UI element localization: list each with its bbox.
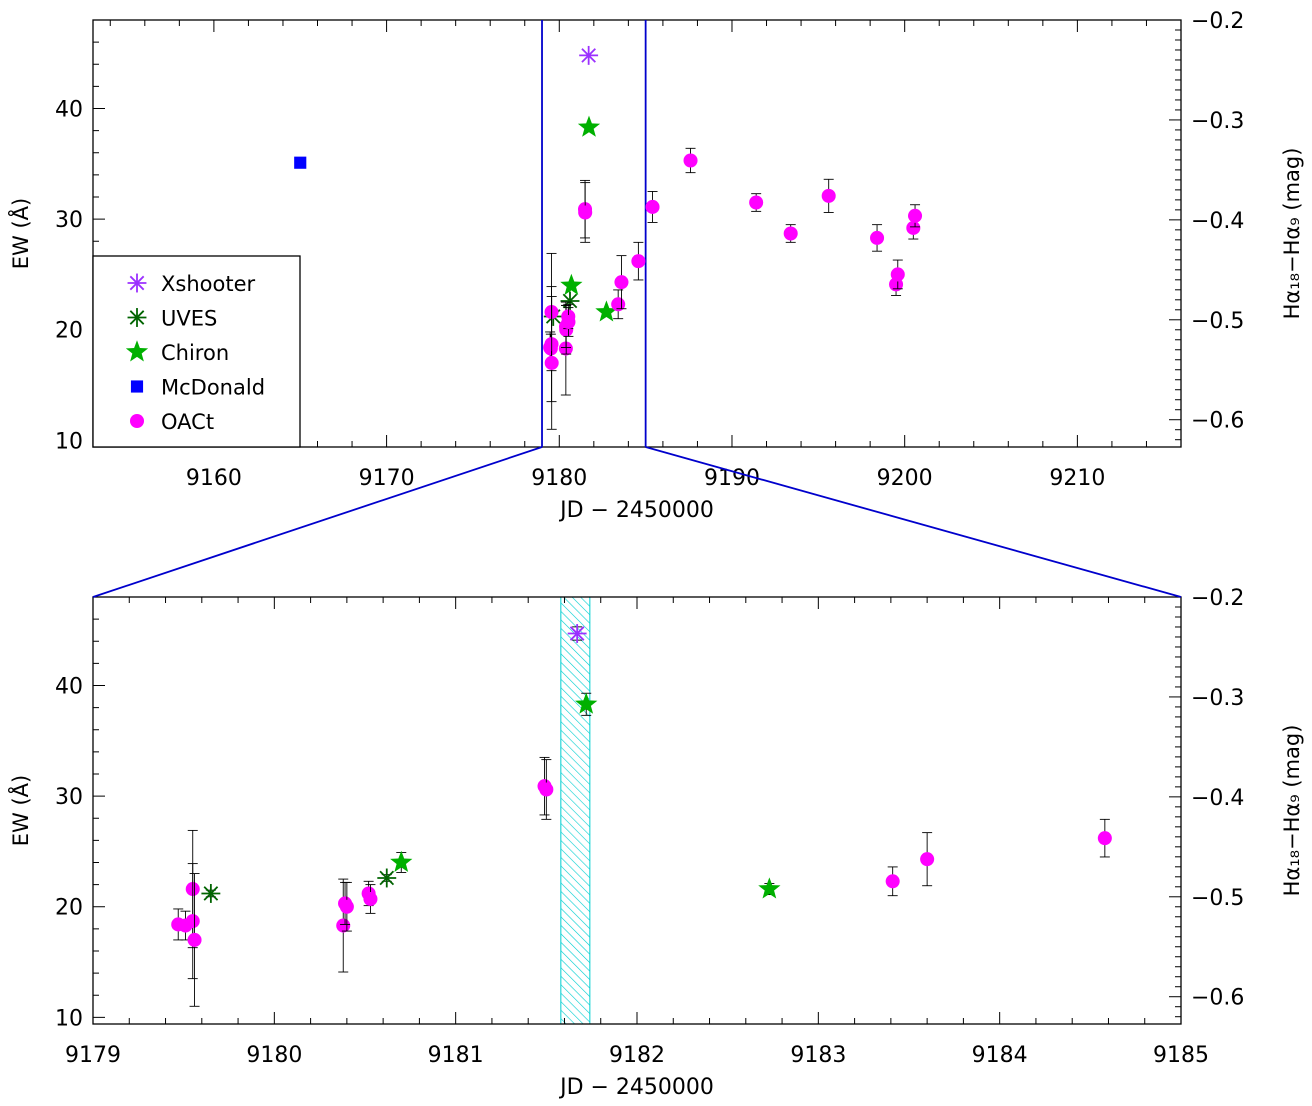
- x-tick-label: 9181: [428, 1043, 484, 1068]
- data-point-oact: [578, 205, 593, 220]
- x-tick-label: 9180: [531, 466, 587, 491]
- legend-marker-chiron: [125, 340, 149, 362]
- legend-marker-oact: [129, 413, 145, 429]
- data-point-oact: [749, 195, 764, 210]
- data-point-oact: [614, 275, 629, 290]
- data-point-chiron: [390, 850, 413, 872]
- y-tick-label: 30: [55, 785, 83, 810]
- x-tick-label: 9179: [65, 1043, 121, 1068]
- data-point-oact: [544, 355, 559, 370]
- data-point-chiron: [758, 877, 781, 899]
- x-tick-label: 9183: [790, 1043, 846, 1068]
- data-point-oact: [645, 199, 660, 214]
- data-point-oact: [561, 314, 576, 330]
- data-point-oact: [908, 208, 923, 223]
- data-point-oact: [906, 220, 921, 235]
- legend-label-mcdonald: McDonald: [161, 376, 265, 400]
- y-right-tick-label: −0.3: [1191, 109, 1244, 134]
- x-tick-label: 9185: [1153, 1043, 1209, 1068]
- data-point-oact: [339, 899, 354, 914]
- y-right-tick-label: −0.2: [1191, 586, 1244, 611]
- y-right-tick-label: −0.6: [1191, 409, 1244, 434]
- data-point-oact: [363, 891, 378, 907]
- y-tick-label: 10: [55, 1006, 83, 1031]
- data-point-oact: [870, 230, 885, 245]
- x-axis-title: JD − 2450000: [558, 1075, 714, 1100]
- data-point-uves: [201, 884, 221, 903]
- legend-marker-uves-stroke: [129, 310, 145, 325]
- data-point-xshooter: [567, 624, 587, 643]
- data-point-oact: [783, 226, 798, 241]
- y-tick-label: 20: [55, 319, 83, 344]
- data-point-uves-stroke: [203, 886, 219, 901]
- y-right-axis-title: Hα₁₈−Hα₉ (mag): [1280, 725, 1304, 897]
- legend-label-chiron: Chiron: [161, 341, 229, 365]
- y-tick-label: 20: [55, 896, 83, 921]
- x-tick-label: 9160: [186, 466, 242, 491]
- y-right-tick-label: −0.4: [1191, 786, 1244, 811]
- data-point-chiron: [575, 692, 598, 714]
- x-tick-label: 9190: [704, 466, 760, 491]
- legend-marker-xshooter: [127, 273, 147, 293]
- data-point-oact: [920, 852, 935, 867]
- zoom-connector-left: [92, 446, 543, 598]
- data-point-oact: [683, 153, 698, 168]
- x-tick-label: 9184: [972, 1043, 1028, 1068]
- y-axis-title: EW (Å): [7, 775, 33, 846]
- zoom-connector: [92, 446, 1182, 598]
- y-tick-label: 10: [55, 429, 83, 454]
- x-tick-label: 9182: [609, 1043, 665, 1068]
- data-point-chiron: [577, 115, 601, 137]
- x-tick-label: 9200: [877, 466, 933, 491]
- data-point-oact: [336, 918, 351, 933]
- y-tick-label: 40: [55, 674, 83, 699]
- y-right-tick-label: −0.3: [1191, 686, 1244, 711]
- data-point-oact: [821, 188, 836, 203]
- plot-frame: [92, 19, 1182, 448]
- data-point-oact: [885, 874, 900, 889]
- y-right-tick-label: −0.4: [1191, 209, 1244, 234]
- legend-marker-uves: [127, 308, 147, 327]
- data-point-oact: [539, 782, 554, 797]
- y-tick-label: 40: [55, 97, 83, 122]
- bottom-panel: 9179 9180 9181 9182 9183 9184 9185 10 20 30 40 −0.6…: [7, 586, 1304, 1100]
- zoom-connector-right: [645, 446, 1182, 598]
- data-point-xshooter-stroke: [569, 626, 585, 641]
- plot-frame: [92, 596, 1182, 1025]
- y-right-tick-label: −0.2: [1191, 9, 1244, 34]
- data-point-xshooter-stroke: [581, 48, 596, 63]
- data-point-oact: [890, 267, 905, 282]
- legend-box: [92, 255, 301, 448]
- legend-marker-mcdonald: [130, 380, 144, 393]
- data-point-oact: [1097, 831, 1112, 846]
- data-point-oact: [611, 297, 626, 312]
- data-point-uves-stroke: [379, 870, 395, 886]
- data-point-oact: [185, 914, 200, 929]
- data-point-chiron: [595, 300, 618, 322]
- y-axis-title: EW (Å): [7, 198, 33, 269]
- x-axis-title: JD − 2450000: [558, 498, 714, 523]
- legend-label-xshooter: Xshooter: [161, 272, 255, 296]
- data-point-oact: [187, 932, 202, 947]
- y-tick-label: 30: [55, 208, 83, 233]
- data-point-mcdonald: [294, 156, 307, 169]
- legend-marker-xshooter-stroke: [129, 275, 145, 291]
- data-point-xshooter: [579, 45, 599, 65]
- x-tick-label: 9180: [246, 1043, 302, 1068]
- y-right-tick-label: −0.5: [1191, 886, 1244, 911]
- x-tick-label: 9210: [1049, 466, 1105, 491]
- legend-label-oact: OACt: [161, 410, 214, 434]
- y-right-tick-label: −0.6: [1191, 986, 1244, 1011]
- data-point-uves: [377, 868, 397, 888]
- y-right-tick-label: −0.5: [1191, 309, 1244, 334]
- data-point-oact: [631, 254, 646, 269]
- highlight-band: [560, 596, 591, 1025]
- top-panel: 9160 9170 9180 9190 9200 9210 10 20 30 40 −0.6 −0.5…: [7, 9, 1304, 523]
- y-right-axis-title: Hα₁₈−Hα₉ (mag): [1280, 148, 1304, 320]
- x-tick-label: 9170: [359, 466, 415, 491]
- data-point-chiron: [560, 273, 583, 295]
- legend-label-uves: UVES: [161, 307, 217, 331]
